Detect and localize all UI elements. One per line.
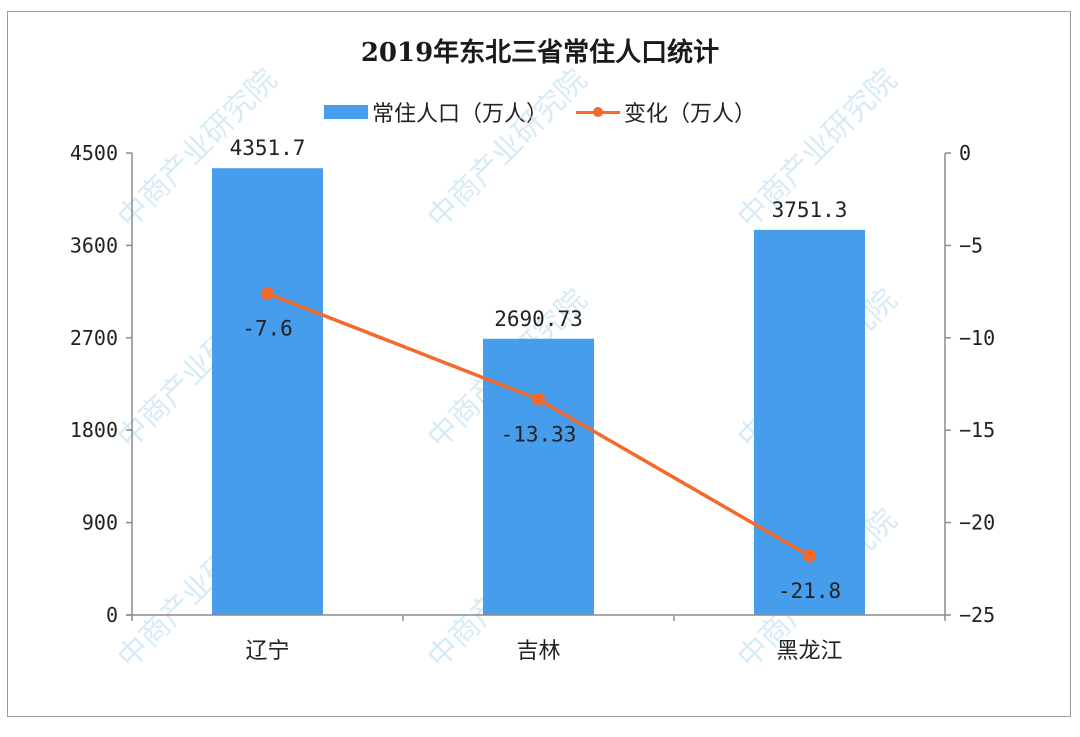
y-left-tick-label: 1800 bbox=[70, 418, 118, 442]
y-left-tick-label: 900 bbox=[82, 511, 118, 535]
chart-legend: 常住人口（万人） 变化（万人） bbox=[0, 96, 1080, 128]
line-value-label: -21.8 bbox=[778, 579, 841, 603]
chart-title: 2019年东北三省常住人口统计 bbox=[360, 38, 720, 68]
category-label: 辽宁 bbox=[245, 639, 289, 664]
y-right-tick-label: −5 bbox=[959, 233, 983, 257]
y-right-tick-label: −10 bbox=[959, 326, 995, 350]
category-label: 吉林 bbox=[516, 639, 560, 664]
bar-value-label: 3751.3 bbox=[772, 198, 848, 222]
y-right-tick-label: −20 bbox=[959, 511, 995, 535]
y-right-tick-label: 0 bbox=[959, 141, 971, 165]
legend-item-population: 常住人口（万人） bbox=[323, 96, 548, 128]
legend-label: 变化（万人） bbox=[624, 102, 757, 127]
category-label: 黑龙江 bbox=[776, 639, 842, 664]
line-value-label: -13.33 bbox=[501, 422, 577, 446]
legend-bar-swatch-icon bbox=[323, 105, 368, 119]
line-point-marker bbox=[803, 549, 816, 563]
bar-population bbox=[483, 338, 594, 615]
line-point-marker bbox=[261, 286, 274, 300]
y-left-tick-label: 3600 bbox=[70, 233, 118, 257]
y-left-tick-label: 0 bbox=[106, 603, 118, 627]
line-point-marker bbox=[532, 392, 545, 406]
svg-text:中商产业研究院: 中商产业研究院 bbox=[421, 62, 594, 235]
bar-population bbox=[212, 168, 323, 615]
y-left-tick-label: 2700 bbox=[70, 326, 118, 350]
legend-item-change: 变化（万人） bbox=[576, 96, 756, 128]
y-right-tick-label: −25 bbox=[959, 603, 995, 627]
bar-value-label: 2690.73 bbox=[494, 307, 583, 331]
line-value-label: -7.6 bbox=[242, 316, 293, 340]
legend-label: 常住人口（万人） bbox=[371, 102, 548, 127]
bar-value-label: 4351.7 bbox=[230, 136, 306, 160]
y-left-tick-label: 4500 bbox=[70, 141, 118, 165]
y-right-tick-label: −15 bbox=[959, 418, 995, 442]
legend-line-marker-icon bbox=[576, 105, 620, 119]
